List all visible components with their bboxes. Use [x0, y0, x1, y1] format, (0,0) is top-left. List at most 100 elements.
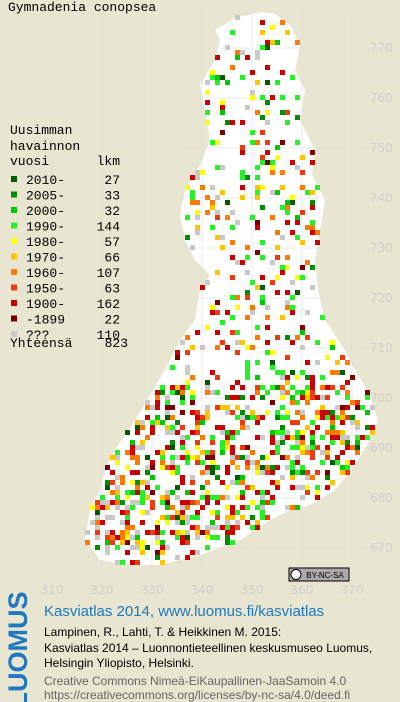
- occurrence-square: [245, 290, 250, 295]
- occurrence-square: [145, 485, 150, 490]
- occurrence-square: [115, 560, 120, 565]
- occurrence-square: [145, 465, 150, 470]
- occurrence-square: [365, 425, 370, 430]
- occurrence-square: [225, 465, 230, 470]
- occurrence-square: [145, 415, 150, 420]
- occurrence-square: [205, 480, 210, 485]
- occurrence-square: [295, 290, 300, 295]
- occurrence-square: [145, 405, 150, 410]
- occurrence-square: [370, 405, 375, 410]
- occurrence-square: [335, 390, 340, 395]
- axis-labels: 670 680 690 700 710 720 730 740 750 760 770 310 320 3…: [41, 41, 393, 597]
- occurrence-square: [245, 485, 250, 490]
- occurrence-square: [240, 120, 245, 125]
- legend-total: 823: [105, 336, 128, 351]
- occurrence-square: [155, 485, 160, 490]
- occurrence-square: [180, 455, 185, 460]
- occurrence-square: [270, 215, 275, 220]
- occurrence-square: [140, 445, 145, 450]
- occurrence-square: [295, 410, 300, 415]
- occurrence-square: [315, 415, 320, 420]
- northing-label: 770: [370, 41, 393, 55]
- occurrence-square: [240, 150, 245, 155]
- occurrence-square: [275, 275, 280, 280]
- occurrence-square: [270, 280, 275, 285]
- occurrence-square: [275, 245, 280, 250]
- occurrence-square: [210, 495, 215, 500]
- occurrence-square: [125, 535, 130, 540]
- occurrence-square: [310, 420, 315, 425]
- occurrence-square: [170, 440, 175, 445]
- occurrence-square: [280, 415, 285, 420]
- occurrence-square: [315, 470, 320, 475]
- occurrence-square: [295, 455, 300, 460]
- occurrence-square: [170, 430, 175, 435]
- occurrence-square: [325, 415, 330, 420]
- occurrence-square: [125, 490, 130, 495]
- occurrence-square: [220, 405, 225, 410]
- occurrence-square: [145, 455, 150, 460]
- occurrence-square: [230, 515, 235, 520]
- occurrence-square: [135, 535, 140, 540]
- occurrence-square: [225, 470, 230, 475]
- occurrence-square: [250, 140, 255, 145]
- occurrence-square: [365, 410, 370, 415]
- occurrence-square: [355, 435, 360, 440]
- occurrence-square: [350, 375, 355, 380]
- occurrence-square: [210, 140, 215, 145]
- occurrence-square: [260, 300, 265, 305]
- occurrence-square: [310, 150, 315, 155]
- occurrence-square: [225, 430, 230, 435]
- occurrence-square: [330, 480, 335, 485]
- occurrence-square: [240, 50, 245, 55]
- occurrence-square: [280, 425, 285, 430]
- occurrence-square: [335, 360, 340, 365]
- occurrence-square: [175, 555, 180, 560]
- occurrence-square: [235, 520, 240, 525]
- occurrence-square: [175, 350, 180, 355]
- occurrence-square: [130, 545, 135, 550]
- occurrence-square: [205, 465, 210, 470]
- occurrence-square: [280, 140, 285, 145]
- occurrence-square: [265, 150, 270, 155]
- occurrence-square: [275, 450, 280, 455]
- legend-count: 162: [97, 297, 120, 312]
- occurrence-square: [330, 345, 335, 350]
- occurrence-square: [310, 390, 315, 395]
- occurrence-square: [335, 430, 340, 435]
- occurrence-square: [225, 505, 230, 510]
- occurrence-square: [180, 440, 185, 445]
- occurrence-square: [345, 415, 350, 420]
- occurrence-square: [325, 455, 330, 460]
- occurrence-square: [250, 215, 255, 220]
- legend-swatch: [11, 331, 17, 337]
- occurrence-square: [260, 465, 265, 470]
- occurrence-square: [245, 345, 250, 350]
- occurrence-square: [300, 265, 305, 270]
- occurrence-square: [210, 455, 215, 460]
- occurrence-square: [290, 460, 295, 465]
- occurrence-square: [340, 470, 345, 475]
- occurrence-square: [175, 430, 180, 435]
- occurrence-square: [260, 415, 265, 420]
- occurrence-square: [145, 530, 150, 535]
- occurrence-square: [270, 480, 275, 485]
- occurrence-square: [230, 275, 235, 280]
- occurrence-square: [215, 55, 220, 60]
- occurrence-square: [215, 510, 220, 515]
- occurrence-square: [275, 40, 280, 45]
- occurrence-square: [340, 410, 345, 415]
- occurrence-square: [230, 330, 235, 335]
- occurrence-square: [200, 530, 205, 535]
- occurrence-square: [275, 445, 280, 450]
- occurrence-square: [290, 370, 295, 375]
- occurrence-square: [135, 485, 140, 490]
- occurrence-square: [335, 460, 340, 465]
- occurrence-square: [255, 220, 260, 225]
- occurrence-square: [330, 420, 335, 425]
- occurrence-square: [320, 405, 325, 410]
- occurrence-square: [300, 370, 305, 375]
- occurrence-square: [300, 240, 305, 245]
- occurrence-square: [295, 440, 300, 445]
- occurrence-square: [285, 355, 290, 360]
